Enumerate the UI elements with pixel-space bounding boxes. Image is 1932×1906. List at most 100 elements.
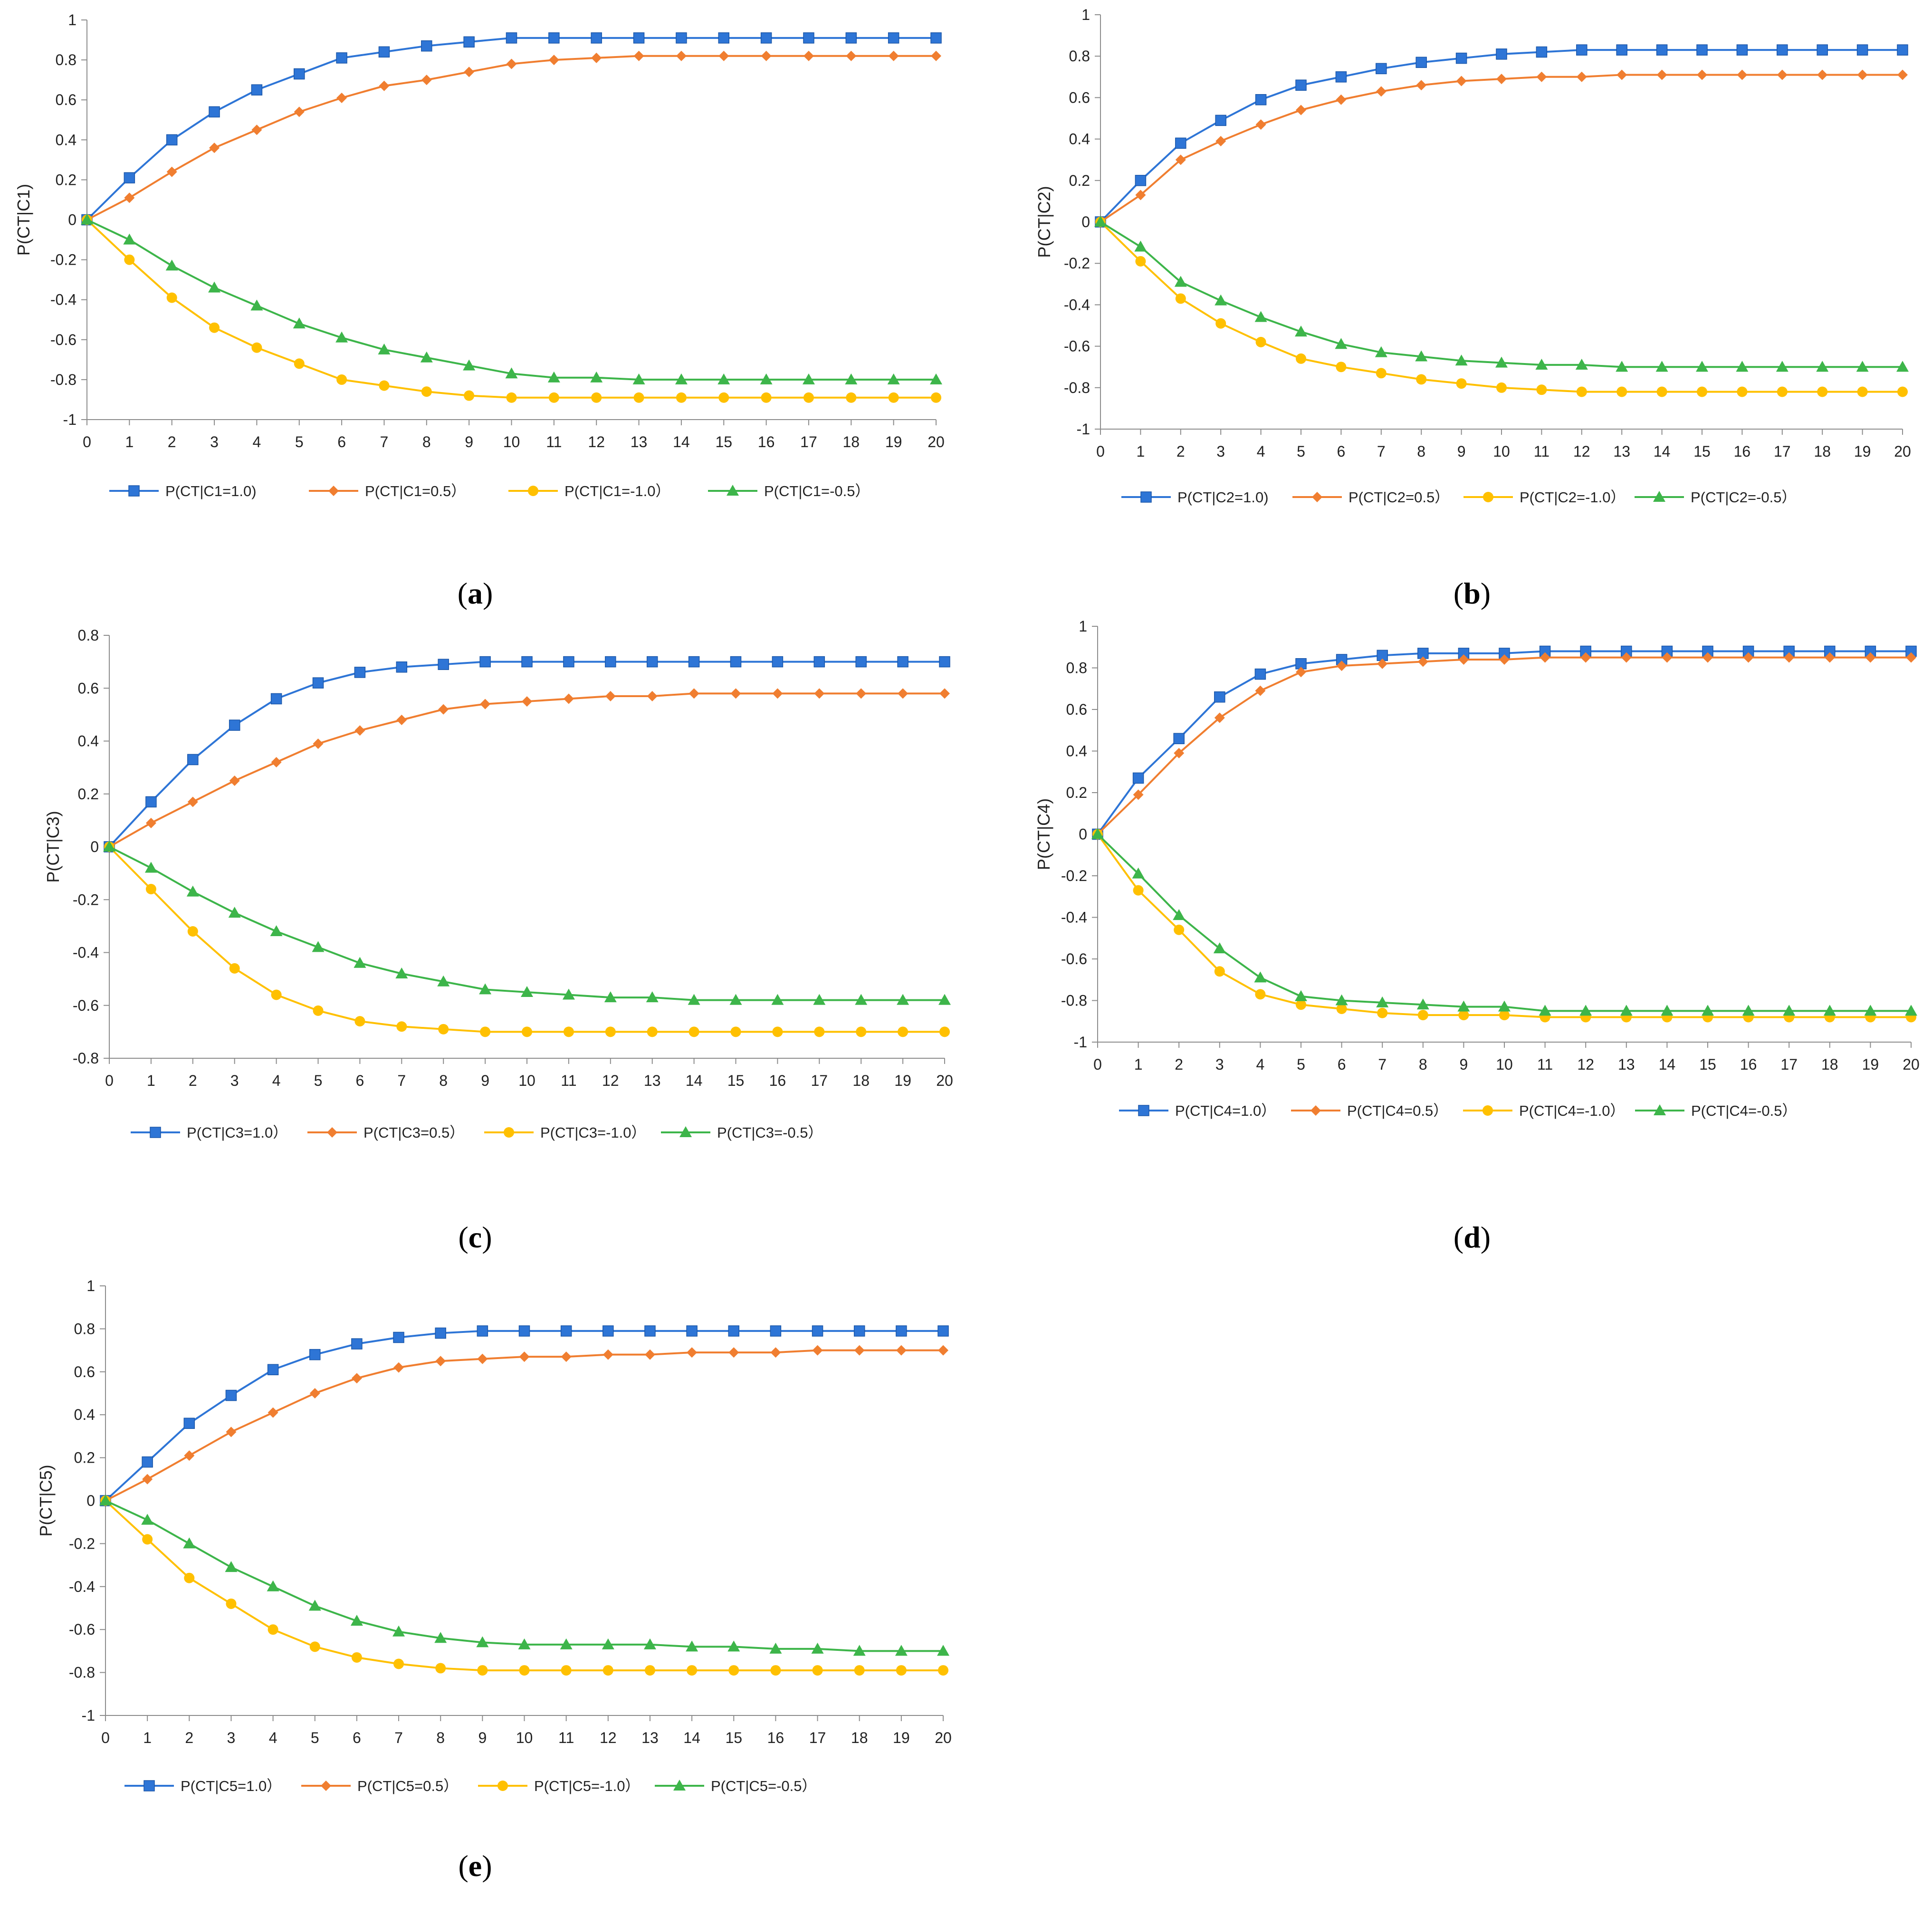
data-point bbox=[1417, 1010, 1428, 1021]
x-tick-label: 0 bbox=[83, 433, 91, 450]
data-point bbox=[1499, 1010, 1510, 1021]
data-point bbox=[1255, 989, 1266, 1000]
data-point bbox=[145, 817, 156, 828]
legend-marker bbox=[1310, 1105, 1321, 1116]
x-tick-label: 9 bbox=[1457, 443, 1466, 460]
data-point bbox=[1214, 691, 1225, 703]
data-point bbox=[308, 1600, 321, 1611]
x-tick-label: 5 bbox=[311, 1729, 319, 1746]
data-point bbox=[267, 1364, 279, 1376]
data-point bbox=[1736, 361, 1749, 372]
data-point bbox=[309, 1388, 320, 1398]
data-point bbox=[931, 392, 941, 403]
x-tick-label: 1 bbox=[125, 433, 134, 450]
x-tick-label: 20 bbox=[928, 433, 945, 450]
data-point bbox=[1539, 1005, 1551, 1016]
data-point bbox=[1823, 1005, 1836, 1016]
data-point bbox=[1456, 76, 1467, 86]
y-axis-title: P(CT|C5) bbox=[36, 1465, 56, 1536]
data-point bbox=[730, 688, 741, 699]
panel-caption: (c) bbox=[458, 1220, 492, 1254]
data-point bbox=[518, 1325, 530, 1337]
data-point bbox=[1897, 69, 1908, 80]
data-point bbox=[647, 690, 658, 701]
data-point bbox=[144, 862, 157, 873]
data-point bbox=[312, 677, 324, 689]
series-line bbox=[1097, 650, 1911, 835]
data-point bbox=[1175, 154, 1186, 165]
x-tick-label: 2 bbox=[189, 1072, 197, 1089]
data-point bbox=[1336, 362, 1347, 373]
series-square bbox=[100, 1325, 949, 1506]
x-tick-label: 14 bbox=[686, 1072, 703, 1089]
x-tick-label: 7 bbox=[397, 1072, 406, 1089]
x-tick-label: 10 bbox=[1496, 1056, 1513, 1073]
legend-marker bbox=[143, 1780, 155, 1791]
legend-label: P(CT|C4=-1.0） bbox=[1519, 1102, 1625, 1119]
x-tick-label: 12 bbox=[588, 433, 605, 450]
x-tick-label: 12 bbox=[1573, 443, 1590, 460]
data-point bbox=[183, 1537, 196, 1549]
data-point bbox=[124, 254, 135, 265]
data-point bbox=[477, 1665, 488, 1676]
data-point bbox=[519, 1665, 530, 1676]
legend-marker bbox=[679, 1126, 692, 1137]
x-tick-label: 18 bbox=[852, 1072, 870, 1089]
data-point bbox=[251, 125, 262, 135]
data-point bbox=[1335, 994, 1348, 1006]
data-point bbox=[518, 1638, 531, 1649]
data-point bbox=[931, 50, 941, 61]
data-point bbox=[1375, 346, 1387, 357]
x-tick-label: 2 bbox=[1175, 1056, 1183, 1073]
data-point bbox=[209, 106, 220, 118]
series-triangle bbox=[1091, 828, 1917, 1016]
data-point bbox=[480, 1026, 491, 1037]
data-point bbox=[1655, 361, 1668, 372]
data-point bbox=[561, 1351, 572, 1362]
data-point bbox=[313, 738, 324, 749]
series-diamond bbox=[1095, 69, 1908, 227]
x-tick-label: 16 bbox=[767, 1729, 784, 1746]
data-point bbox=[1215, 135, 1226, 146]
data-point bbox=[226, 1427, 237, 1437]
data-point bbox=[563, 1026, 574, 1037]
data-point bbox=[1135, 256, 1146, 267]
data-point bbox=[393, 1331, 404, 1343]
data-point bbox=[1133, 789, 1144, 800]
data-point bbox=[396, 661, 408, 673]
data-point bbox=[1376, 996, 1389, 1007]
legend-marker bbox=[321, 1781, 331, 1791]
x-tick-label: 3 bbox=[210, 433, 219, 450]
data-point bbox=[1776, 361, 1789, 372]
data-point bbox=[378, 46, 390, 58]
series-square bbox=[81, 32, 942, 226]
data-point bbox=[1661, 1005, 1674, 1016]
data-point bbox=[560, 1325, 572, 1337]
series-diamond bbox=[82, 50, 941, 225]
data-point bbox=[1173, 909, 1186, 920]
data-point bbox=[1255, 94, 1267, 105]
data-point bbox=[1736, 44, 1748, 56]
data-point bbox=[293, 317, 306, 329]
x-tick-label: 15 bbox=[725, 1729, 742, 1746]
legend-marker bbox=[727, 485, 739, 496]
x-tick-label: 8 bbox=[436, 1729, 445, 1746]
data-point bbox=[938, 1345, 948, 1356]
y-tick-label: -1 bbox=[1074, 1034, 1087, 1051]
data-point bbox=[1134, 240, 1147, 252]
data-point bbox=[1455, 354, 1468, 366]
data-point bbox=[187, 796, 198, 807]
data-point bbox=[1737, 386, 1748, 397]
data-point bbox=[1133, 885, 1144, 896]
data-point bbox=[1905, 1005, 1917, 1016]
data-point bbox=[268, 1407, 278, 1418]
data-point bbox=[1174, 747, 1185, 758]
data-point bbox=[351, 1373, 362, 1384]
data-point bbox=[1856, 44, 1868, 56]
x-tick-label: 0 bbox=[1096, 443, 1105, 460]
data-point bbox=[1783, 1005, 1796, 1016]
x-tick-label: 15 bbox=[727, 1072, 745, 1089]
y-tick-label: 0.8 bbox=[74, 1320, 95, 1337]
data-point bbox=[124, 172, 135, 183]
data-point bbox=[1376, 86, 1387, 97]
